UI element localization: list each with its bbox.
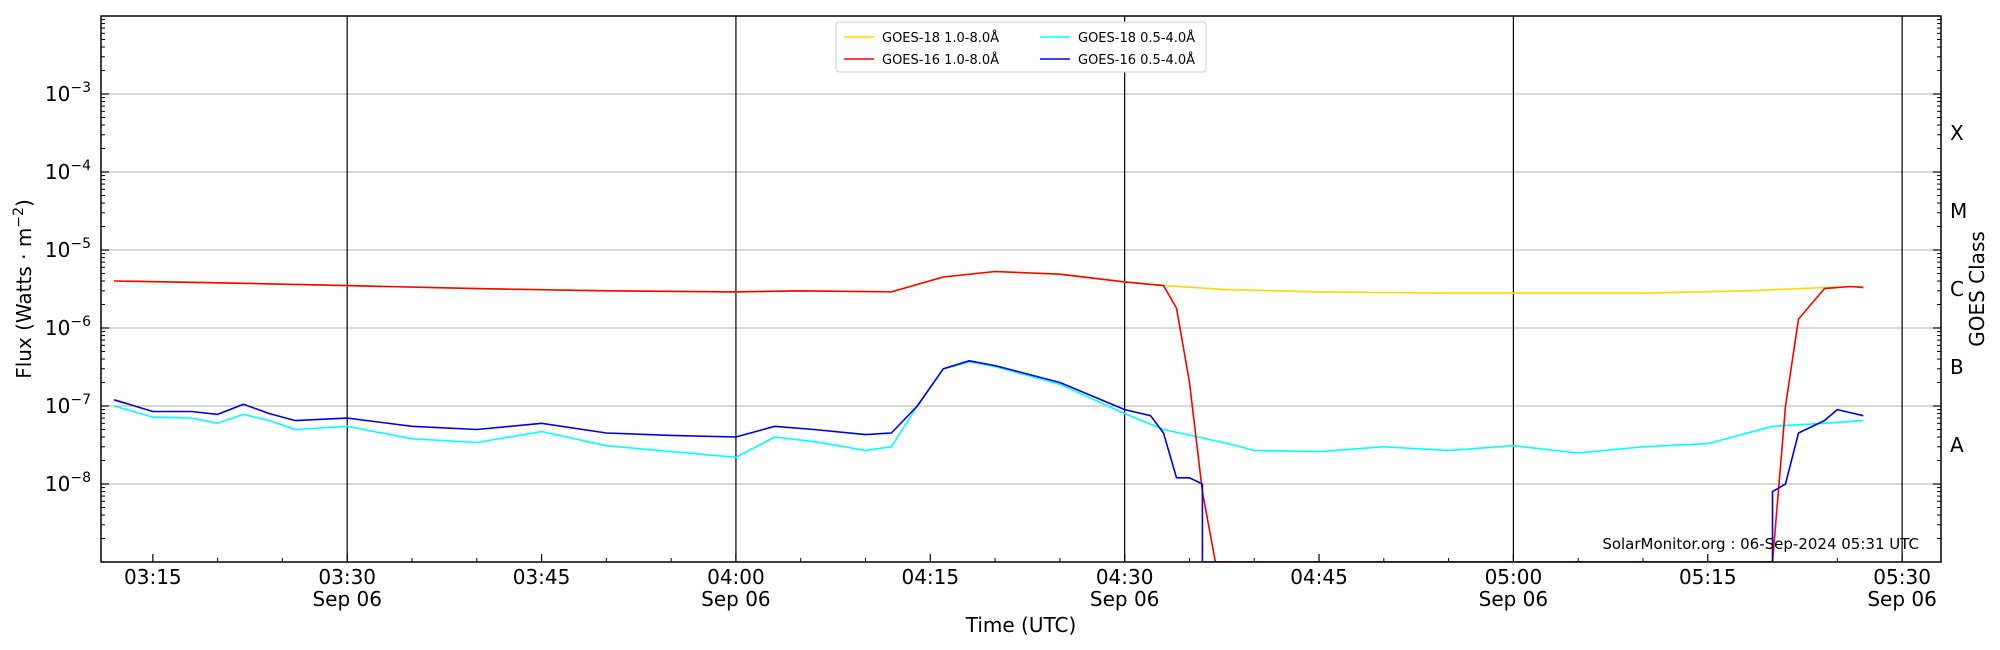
x-tick-label: 04:45 <box>1290 565 1348 589</box>
x-tick-date-label: Sep 06 <box>701 587 771 611</box>
x-tick-label: 04:00 <box>707 565 765 589</box>
y-tick-label: 10−4 <box>45 158 91 184</box>
goes-class-label-b: B <box>1950 355 1964 379</box>
y-tick-exponent: −7 <box>70 392 91 408</box>
x-tick-label: 03:15 <box>124 565 182 589</box>
goes-class-labels: A B C M X <box>1950 121 1967 457</box>
x-tick-date-label: Sep 06 <box>1090 587 1160 611</box>
y2-axis-label: GOES Class <box>1965 231 1989 347</box>
series-line-4 <box>113 359 1864 562</box>
y-tick-exponent: −6 <box>70 314 91 330</box>
watermark: SolarMonitor.org : 06-Sep-2024 05:31 UTC <box>1602 535 1919 553</box>
y-tick-label: 10−8 <box>45 470 91 496</box>
y-tick-base: 10 <box>45 316 70 340</box>
x-tick-label: 03:30 <box>318 565 376 589</box>
x-tick-label: 05:15 <box>1679 565 1737 589</box>
x-tick-label: 03:45 <box>513 565 571 589</box>
goes-class-label-a: A <box>1950 433 1964 457</box>
y-tick-exponent: −5 <box>70 236 91 252</box>
legend-label: GOES-18 0.5-4.0Å <box>1078 30 1195 46</box>
y-tick-exponent: −8 <box>70 470 91 486</box>
y-tick-base: 10 <box>45 82 70 106</box>
y-tick-label: 10−3 <box>45 80 91 106</box>
x-tick-date-label: Sep 06 <box>1867 587 1937 611</box>
y-tick-label: 10−5 <box>45 236 91 262</box>
grid-layer <box>101 93 1941 485</box>
vertical-lines-layer <box>346 16 1903 562</box>
y-tick-exponent: −3 <box>70 80 91 96</box>
y-tick-label: 10−7 <box>45 392 91 418</box>
y-axis-label: Flux (Watts · m−2) <box>11 199 36 379</box>
y-tick-exponent: −4 <box>70 158 91 174</box>
legend-label: GOES-18 1.0-8.0Å <box>882 30 999 46</box>
y-axis-label-main: Flux (Watts · m <box>12 228 36 379</box>
x-tick-label: 04:30 <box>1096 565 1154 589</box>
y-tick-base: 10 <box>45 238 70 262</box>
legend-label: GOES-16 1.0-8.0Å <box>882 52 999 68</box>
y-axis-ticks: 10−810−710−610−510−410−3 <box>45 19 1941 540</box>
x-tick-date-label: Sep 06 <box>312 587 382 611</box>
series-line-3 <box>113 270 1864 562</box>
x-tick-label: 05:30 <box>1873 565 1931 589</box>
legend-label: GOES-16 0.5-4.0Å <box>1078 52 1195 68</box>
goes-class-label-c: C <box>1950 277 1964 301</box>
goes-class-label-x: X <box>1950 121 1964 145</box>
y-axis-label-close: ) <box>12 199 36 207</box>
y-tick-label: 10−6 <box>45 314 91 340</box>
legend-box <box>835 21 1207 73</box>
x-axis-label: Time (UTC) <box>965 613 1077 637</box>
x-tick-date-label: Sep 06 <box>1479 587 1549 611</box>
y-axis-label-exponent: −2 <box>11 207 27 228</box>
series-layer <box>113 270 1864 562</box>
y-tick-base: 10 <box>45 394 70 418</box>
plot-frame <box>100 15 1942 563</box>
x-tick-label: 04:15 <box>901 565 959 589</box>
x-tick-label: 05:00 <box>1485 565 1543 589</box>
y-tick-base: 10 <box>45 160 70 184</box>
goes-class-label-m: M <box>1950 199 1967 223</box>
y-tick-base: 10 <box>45 472 70 496</box>
legend: GOES-18 1.0-8.0Å GOES-18 0.5-4.0Å GOES-16 … <box>835 21 1207 73</box>
